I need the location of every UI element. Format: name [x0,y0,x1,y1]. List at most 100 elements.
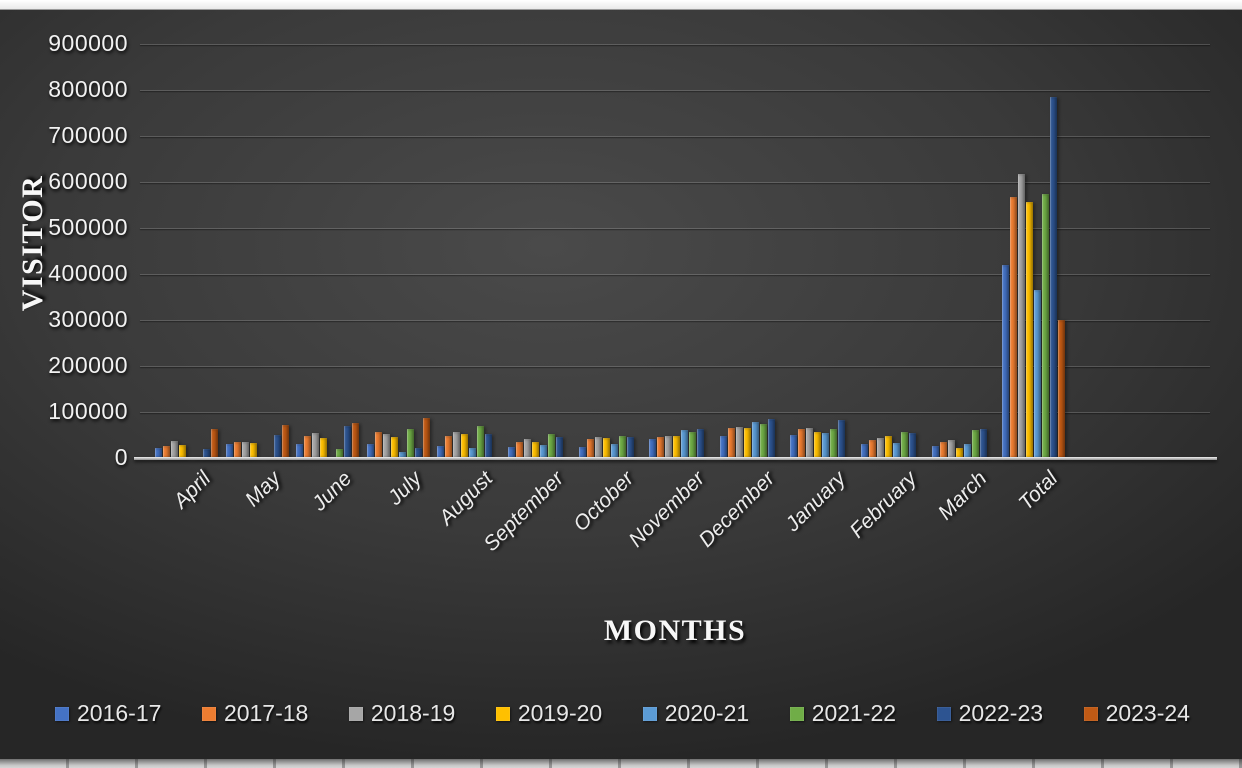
gridline [140,44,1210,45]
bar [931,446,939,458]
legend-item: 2016-17 [55,700,161,727]
legend-swatch [55,706,69,721]
bar [414,447,422,458]
bar [602,437,610,458]
legend-label: 2023-24 [1105,700,1190,726]
bar [366,444,374,458]
bar [743,427,751,458]
gridline [140,274,1210,275]
x-tick-label: February [845,467,921,543]
bar [838,419,846,458]
gridline [140,90,1210,91]
bar [211,428,218,458]
x-tick-label: March [933,467,992,525]
bar [336,449,344,458]
bar [939,441,947,458]
bar [586,439,594,458]
legend-swatch [1083,706,1098,721]
page-top-strip [0,0,1242,10]
bar [516,441,523,458]
bar [885,436,892,458]
bar [798,429,806,458]
legend-item: 2023-24 [1083,700,1190,727]
bar [657,437,665,458]
bar-group [861,44,924,458]
bar [390,437,398,458]
bar [296,444,304,458]
bar [461,434,469,458]
bar-group [578,44,642,458]
bar [163,446,170,458]
bar [618,435,626,458]
bar [759,424,767,458]
bar [155,447,162,458]
y-tick-label: 200000 [48,352,128,378]
legend-swatch [201,706,216,721]
legend-item: 2022-23 [936,700,1044,727]
bar [822,432,830,458]
bar-group [719,44,783,458]
bar [963,443,971,458]
bar [1034,290,1042,458]
bar [673,436,681,458]
bar [508,446,515,458]
bar [398,452,406,458]
bar [171,441,178,458]
bar [352,423,360,458]
bar [649,439,657,458]
y-axis-title: VISITOR [16,174,49,312]
bar [406,429,414,458]
bar [1042,193,1050,458]
bar-group [649,44,712,458]
bar [697,429,705,458]
bar [610,444,618,458]
bar [578,446,586,458]
bar [626,437,634,458]
bar [681,430,689,458]
bar [445,435,453,458]
bar [893,442,900,458]
gridline [140,366,1210,367]
bar [861,444,868,458]
y-tick-label: 600000 [48,168,128,194]
x-tick-label: May [241,467,286,512]
bar [1002,264,1010,458]
bar [979,429,987,458]
y-tick-label: 300000 [48,306,128,332]
legend-item: 2020-21 [642,700,749,727]
x-tick-label: July [383,467,427,510]
bar [1018,173,1026,458]
bar [869,440,876,458]
bar [727,428,735,458]
bar [594,437,602,458]
bar [1026,202,1034,458]
bar-group [296,44,360,458]
bar [548,433,555,458]
bar [233,442,241,458]
plot-area [134,44,1217,460]
bar [469,447,477,458]
bar [241,441,249,458]
gridline [140,320,1210,321]
legend-label: 2022-23 [958,700,1044,726]
x-tick-label: January [781,467,851,537]
legend-label: 2019-20 [517,700,603,726]
legend-item: 2021-22 [789,700,896,727]
bar-group [155,44,218,458]
y-tick-label: 500000 [48,214,128,240]
bar [1010,196,1018,458]
bar [556,437,563,458]
x-tick-label: August [434,467,498,530]
bar [249,443,257,458]
y-tick-label: 800000 [48,76,128,102]
legend-item: 2018-19 [348,700,455,727]
y-tick-label: 700000 [48,122,128,148]
bar [901,432,908,458]
bar [877,438,884,458]
bar [382,433,390,458]
x-tick-label: October [569,467,639,537]
bar [751,422,759,458]
gridline [140,182,1210,183]
bar-group [508,44,571,458]
y-tick-label: 100000 [48,398,128,424]
